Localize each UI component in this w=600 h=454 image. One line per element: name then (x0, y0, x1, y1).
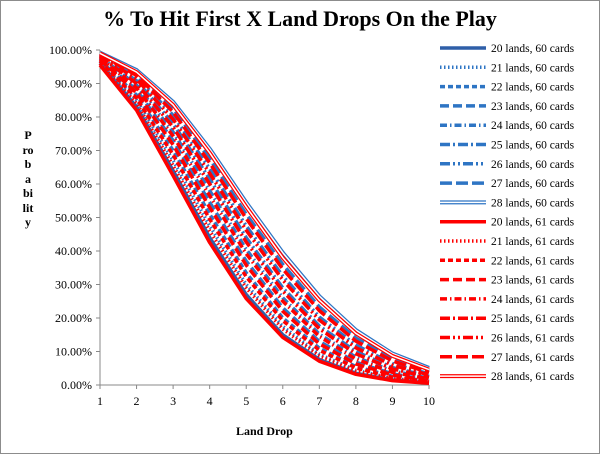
x-tick-label: 10 (423, 394, 435, 408)
legend-entry: 24 lands, 61 cards (491, 294, 575, 306)
y-tick-label: 100.00% (49, 43, 92, 57)
legend-entry: 22 lands, 60 cards (491, 82, 575, 94)
series-line (98, 63, 430, 386)
legend-entry: 28 lands, 60 cards (491, 197, 575, 209)
series-line (98, 56, 430, 381)
x-axis-label: Land Drop (236, 424, 293, 438)
series-line (98, 62, 430, 385)
series-line (98, 55, 430, 381)
series-layer (98, 50, 430, 386)
y-tick-label: 60.00% (55, 177, 92, 191)
axes: 0.00% 10.00% 20.00% 30.00% 40.00% 50.00% 60.00… (49, 43, 435, 408)
x-tick-label: 4 (207, 394, 213, 408)
series-line-inner (99, 52, 430, 369)
series-line (99, 50, 430, 370)
x-tick-label: 8 (353, 394, 359, 408)
series-line (98, 54, 430, 380)
series-line (98, 60, 430, 385)
x-tick-label: 5 (243, 394, 249, 408)
legend-entry: 27 lands, 60 cards (491, 178, 575, 190)
legend-entry: 20 lands, 60 cards (491, 43, 575, 55)
y-tick-label: 10.00% (55, 345, 92, 359)
legend-entry: 24 lands, 60 cards (491, 120, 575, 132)
legend-entry: 26 lands, 60 cards (491, 159, 575, 171)
y-tick-label: 20.00% (55, 311, 92, 325)
legend-entry: 21 lands, 60 cards (491, 62, 575, 74)
x-tick-label: 7 (316, 394, 322, 408)
y-tick-label: 90.00% (55, 77, 92, 91)
x-tick-label: 9 (389, 394, 395, 408)
chart-title: % To Hit First X Land Drops On the Play (103, 6, 497, 31)
series-line (98, 59, 430, 384)
legend-entry: 25 lands, 60 cards (491, 140, 575, 152)
x-tick-label: 1 (97, 394, 103, 408)
series-line (98, 58, 430, 383)
legend-entry: 20 lands, 61 cards (491, 217, 575, 229)
series-line (99, 53, 430, 376)
legend: 20 lands, 60 cards 21 lands, 60 cards 22 l… (440, 43, 575, 383)
x-tick-label: 2 (134, 394, 140, 408)
x-tick-label: 3 (170, 394, 176, 408)
y-tick-label: 0.00% (61, 378, 92, 392)
y-tick-label: 80.00% (55, 110, 92, 124)
series-line (99, 52, 430, 375)
legend-entry: 28 lands, 61 cards (491, 371, 575, 383)
legend-entry: 21 lands, 61 cards (491, 236, 575, 248)
series-line (99, 53, 430, 377)
x-tick-label: 6 (280, 394, 286, 408)
legend-entry: 23 lands, 61 cards (491, 275, 575, 287)
y-tick-label: 30.00% (55, 278, 92, 292)
legend-entry: 25 lands, 61 cards (491, 313, 575, 325)
legend-entry: 27 lands, 61 cards (491, 352, 575, 364)
y-axis-label: Probability (22, 128, 34, 229)
legend-entry: 26 lands, 61 cards (491, 333, 575, 345)
series-line-inner (99, 52, 430, 371)
y-tick-label: 70.00% (55, 144, 92, 158)
y-tick-label: 40.00% (55, 244, 92, 258)
legend-entry: 23 lands, 60 cards (491, 101, 575, 113)
legend-entry: 22 lands, 61 cards (491, 255, 575, 267)
y-tick-label: 50.00% (55, 211, 92, 225)
series-line (98, 57, 430, 382)
